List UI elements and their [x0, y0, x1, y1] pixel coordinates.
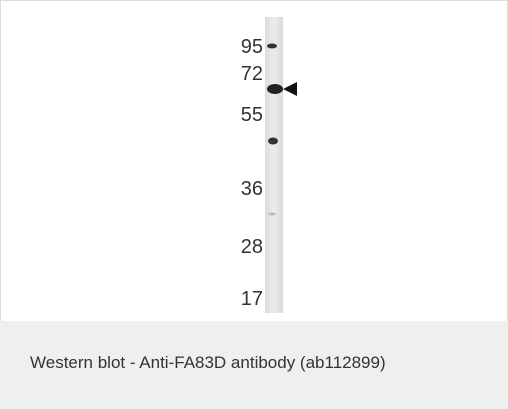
figure: 95 72 55 36 28 17 Western blot - Anti-FA… [0, 0, 508, 409]
marker-label: 36 [241, 178, 263, 200]
marker-label: 95 [241, 36, 263, 58]
marker-label: 55 [241, 104, 263, 126]
marker-label: 28 [241, 236, 263, 258]
band [267, 84, 283, 94]
band [268, 213, 276, 216]
band [268, 138, 278, 145]
blot-image: 95 72 55 36 28 17 [0, 0, 508, 322]
marker-label: 17 [241, 288, 263, 310]
lane [265, 17, 283, 313]
caption: Western blot - Anti-FA83D antibody (ab11… [30, 353, 386, 373]
marker-label: 72 [241, 63, 263, 85]
caption-bar: Western blot - Anti-FA83D antibody (ab11… [0, 321, 508, 409]
arrow [283, 82, 297, 96]
ladder-dot [267, 44, 277, 49]
blot: 95 72 55 36 28 17 [1, 1, 507, 321]
